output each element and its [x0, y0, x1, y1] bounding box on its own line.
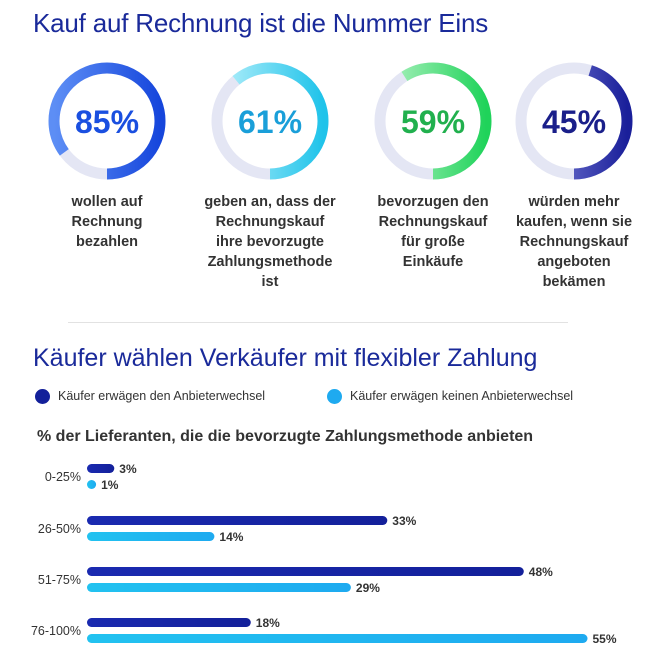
stat-ring-0: 85% — [48, 62, 166, 180]
stat-caption-line: kaufen, wenn sie — [515, 214, 633, 230]
bar-no-switch — [87, 480, 97, 489]
stat-value: 45% — [542, 104, 606, 140]
stat-caption-line: Rechnungskauf — [519, 234, 629, 250]
stat-ring-arc — [211, 62, 329, 180]
category-label: 51-75% — [38, 573, 81, 587]
legend-label-no-switch: Käufer erwägen keinen Anbieterwechsel — [350, 389, 574, 403]
stat-caption-line: ist — [261, 274, 279, 290]
bar-value-label: 29% — [356, 581, 380, 595]
stat-value: 61% — [238, 104, 302, 140]
stat-caption: wollen auf Rechnung bezahlen — [27, 192, 187, 252]
stat-caption-line: Rechnung — [71, 214, 143, 230]
stat-caption-line: Einkäufe — [402, 254, 464, 270]
bar-value-label: 55% — [593, 632, 617, 646]
stat-2: 59% bevorzugen den Rechnungskauf für große E… — [353, 62, 513, 272]
stat-caption: geben an, dass der Rechnungskauf ihre bevo… — [190, 192, 350, 292]
stat-value: 85% — [75, 104, 139, 140]
stat-0: 85% wollen auf Rechnung bezahlen — [27, 62, 187, 252]
bar-value-label: 48% — [529, 565, 553, 579]
stat-ring-3: 45% — [515, 62, 633, 180]
bar-value-label: 33% — [392, 514, 416, 528]
stat-ring-arc — [48, 62, 166, 180]
bar-value-label: 3% — [119, 462, 137, 476]
stat-caption-line: Zahlungsmethode — [207, 254, 333, 270]
legend-label-switch: Käufer erwägen den Anbieterwechsel — [58, 389, 266, 403]
stat-caption: bevorzugen den Rechnungskauf für große Eink… — [353, 192, 513, 272]
legend-dot-no-switch — [327, 388, 342, 404]
category-label: 76-100% — [31, 624, 81, 638]
section2-title: Käufer wählen Verkäufer mit flexibler Za… — [33, 344, 538, 372]
stat-caption-line: bevorzugen den — [377, 194, 489, 210]
stat-3: 45% würden mehr kaufen, wenn sie Rechnungsk… — [494, 62, 654, 292]
stat-caption-line: geben an, dass der — [204, 194, 336, 210]
category-label: 26-50% — [38, 522, 81, 536]
stat-ring-arc — [515, 62, 633, 180]
bar-switch — [87, 618, 251, 627]
stat-caption-line: angeboten — [537, 254, 611, 270]
bar-switch — [87, 516, 388, 525]
bar-switch — [87, 464, 115, 473]
stat-caption-line: wollen auf — [71, 194, 143, 210]
bar-value-label: 14% — [219, 530, 243, 544]
bar-no-switch — [87, 532, 215, 541]
bar-switch — [87, 567, 524, 576]
stat-caption-line: bekämen — [542, 274, 606, 290]
bar-value-label: 1% — [101, 478, 119, 492]
stat-caption: würden mehr kaufen, wenn sie Rechnungskauf… — [494, 192, 654, 292]
stat-1: 61% geben an, dass der Rechnungskauf ihre b… — [190, 62, 350, 292]
stat-caption-line: bezahlen — [75, 234, 139, 250]
chart-subtitle: % der Lieferanten, die die bevorzugte Za… — [37, 428, 534, 445]
bar-no-switch — [87, 583, 351, 592]
legend-item-no-switch: Käufer erwägen keinen Anbieterwechsel — [327, 385, 573, 407]
category-label: 0-25% — [45, 470, 81, 484]
section1-title: Kauf auf Rechnung ist die Nummer Eins — [33, 8, 489, 38]
bar-chart: 0-25% 3%1% 26-50% 33% 14% 51-75% 48% 29% 76-100%… — [31, 462, 617, 646]
stat-ring-2: 59% — [374, 62, 492, 180]
stat-value: 59% — [401, 104, 465, 140]
stat-caption-line: Rechnungskauf — [378, 214, 488, 230]
legend-item-switch: Käufer erwägen den Anbieterwechsel — [35, 385, 265, 407]
stat-ring-1: 61% — [211, 62, 329, 180]
stat-caption-line: für große — [401, 234, 465, 250]
stat-caption-line: würden mehr — [528, 194, 620, 210]
legend-dot-switch — [35, 388, 50, 404]
bar-no-switch — [87, 634, 588, 643]
divider — [68, 322, 568, 323]
stat-caption-line: Rechnungskauf — [215, 214, 325, 230]
stat-caption-line: ihre bevorzugte — [216, 234, 324, 250]
stat-ring-arc — [374, 62, 492, 180]
bar-value-label: 18% — [256, 616, 280, 630]
